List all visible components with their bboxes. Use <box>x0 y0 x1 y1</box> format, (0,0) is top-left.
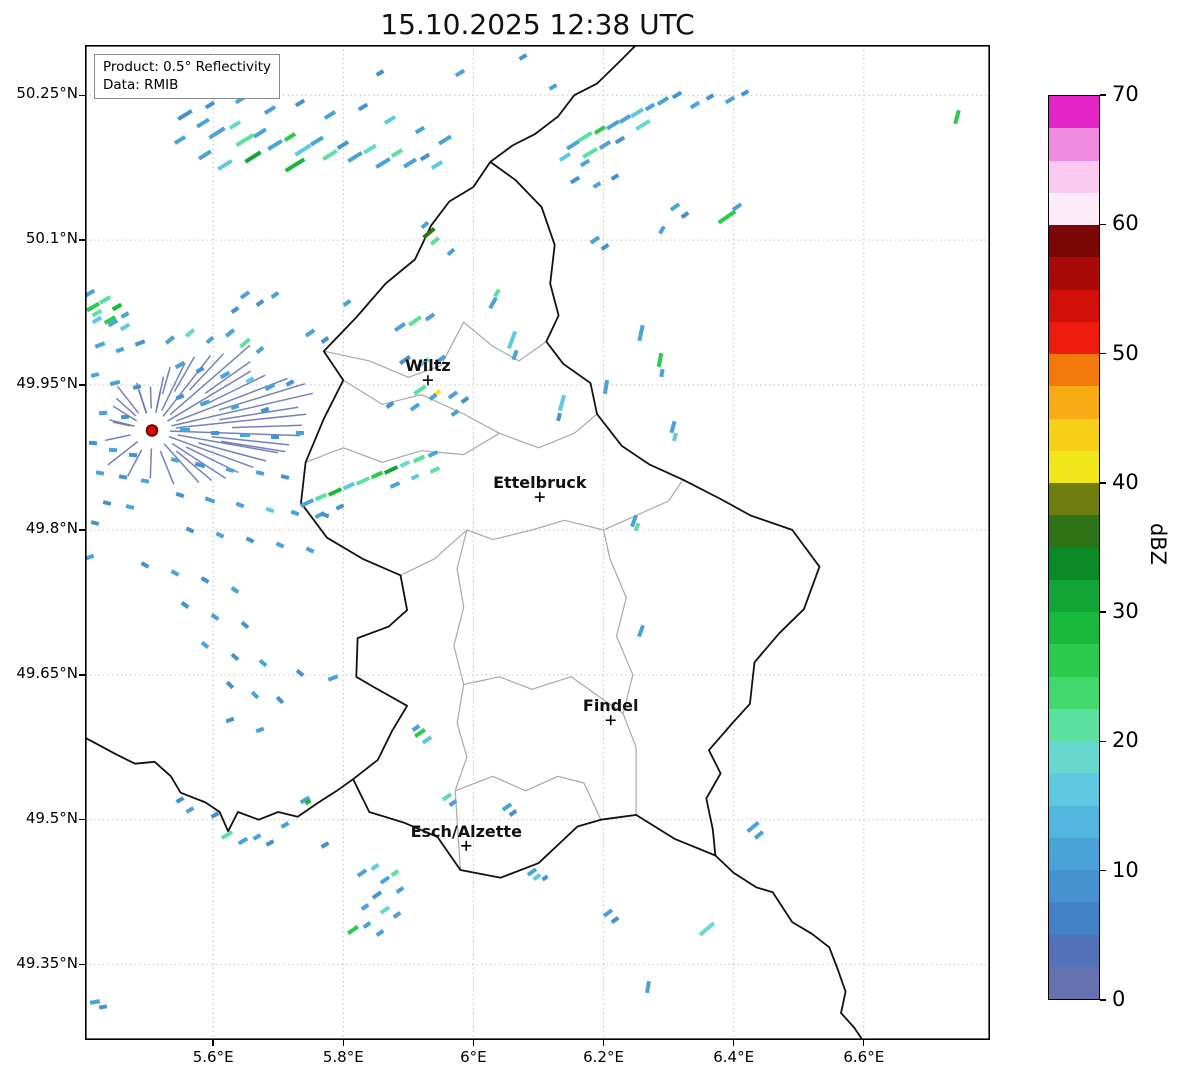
colorbar-segment <box>1049 547 1099 580</box>
colorbar-segment <box>1049 386 1099 419</box>
colorbar-tick-mark <box>1100 482 1106 484</box>
colorbar-tick-mark <box>1100 94 1106 96</box>
colorbar-tick-mark <box>1100 870 1106 872</box>
x-axis-tick-mark <box>863 1040 865 1046</box>
figure-title: 15.10.2025 12:38 UTC <box>380 8 695 41</box>
y-axis-tick-mark <box>79 239 85 241</box>
colorbar-tick-label: 70 <box>1112 82 1139 106</box>
colorbar-segment <box>1049 257 1099 290</box>
colorbar-tick-label: 50 <box>1112 340 1139 365</box>
colorbar-segment <box>1049 450 1099 483</box>
colorbar-tick-mark <box>1100 352 1106 355</box>
grid-lines <box>85 45 990 1040</box>
y-axis-tick-label: 49.35°N <box>16 953 78 972</box>
canton-borders <box>305 321 684 871</box>
y-axis-tick-label: 49.65°N <box>16 663 78 682</box>
colorbar-tick-label: 20 <box>1112 728 1139 753</box>
colorbar-segment <box>1049 579 1099 612</box>
colorbar-tick-label: 0 <box>1112 987 1126 1011</box>
y-axis-tick-mark <box>79 529 85 531</box>
y-axis-tick-mark <box>79 819 85 821</box>
colorbar-segment <box>1049 225 1099 258</box>
colorbar-segment <box>1049 902 1099 935</box>
city-cross-marker <box>534 492 545 503</box>
colorbar-unit-label: dBZ <box>1146 522 1170 566</box>
colorbar-tick-mark <box>1100 611 1106 613</box>
colorbar <box>1048 95 1100 1000</box>
colorbar-segment <box>1049 192 1099 225</box>
colorbar-segment <box>1049 644 1099 677</box>
colorbar-segment <box>1049 160 1099 193</box>
colorbar-segment <box>1049 805 1099 838</box>
city-label: Esch/Alzette <box>411 822 522 841</box>
colorbar-segment <box>1049 676 1099 709</box>
colorbar-segment <box>1049 870 1099 903</box>
x-axis-tick-label: 6.2°E <box>583 1048 624 1066</box>
product-info-box: Product: 0.5° Reflectivity Data: RMIB <box>94 54 280 100</box>
colorbar-segment <box>1049 321 1099 354</box>
radar-map-canvas: Wiltz Ettelbruck Findel Esch/Alzette <box>85 45 990 1040</box>
x-axis-tick-mark <box>342 1040 344 1046</box>
colorbar-tick-label: 40 <box>1112 469 1139 494</box>
plot-frame <box>85 45 990 1040</box>
colorbar-tick-mark <box>1100 999 1106 1001</box>
x-axis-tick-label: 5.6°E <box>192 1048 234 1066</box>
y-axis-tick-label: 49.5°N <box>25 808 78 827</box>
radar-echoes <box>85 53 961 1010</box>
city-cross-marker <box>422 375 433 386</box>
colorbar-segment <box>1049 354 1099 387</box>
colorbar-tick-label: 60 <box>1112 211 1139 236</box>
x-axis-tick-mark <box>212 1040 214 1046</box>
radar-clutter-spokes <box>104 344 313 485</box>
colorbar-tick-mark <box>1100 223 1106 225</box>
product-info-line: Product: 0.5° Reflectivity <box>103 59 271 75</box>
colorbar-segment <box>1049 289 1099 322</box>
x-axis-tick-mark <box>472 1040 475 1046</box>
x-axis-tick-label: 6.6°E <box>843 1048 885 1066</box>
y-axis-tick-mark <box>79 674 85 676</box>
city-markers: Wiltz Ettelbruck Findel Esch/Alzette <box>405 356 638 851</box>
city-cross-marker <box>605 715 616 726</box>
country-borders <box>85 45 864 1040</box>
y-axis-tick-mark <box>79 963 85 966</box>
colorbar-segment <box>1049 708 1099 741</box>
x-axis-tick-label: 6°E <box>460 1048 487 1066</box>
y-axis-tick-label: 50.25°N <box>16 84 78 103</box>
colorbar-segment <box>1049 418 1099 451</box>
y-axis-tick-label: 50.1°N <box>25 229 78 248</box>
x-axis-tick-mark <box>732 1040 735 1046</box>
radar-site-marker <box>145 424 159 437</box>
colorbar-segment <box>1049 515 1099 548</box>
y-axis-tick-mark <box>79 384 85 386</box>
city-label: Ettelbruck <box>493 473 587 492</box>
x-axis-tick-mark <box>602 1040 605 1046</box>
colorbar-segment <box>1049 837 1099 870</box>
x-axis-tick-label: 6.4°E <box>713 1048 755 1066</box>
x-axis-tick-label: 5.8°E <box>322 1048 364 1066</box>
city-label: Findel <box>583 696 639 715</box>
colorbar-segment <box>1049 966 1099 999</box>
city-cross-marker <box>461 840 472 851</box>
colorbar-tick-mark <box>1100 740 1106 743</box>
colorbar-segment <box>1049 96 1099 129</box>
colorbar-tick-label: 30 <box>1112 599 1139 624</box>
colorbar-segment <box>1049 128 1099 161</box>
colorbar-segment <box>1049 483 1099 516</box>
colorbar-tick-label: 10 <box>1112 857 1139 882</box>
colorbar-segment <box>1049 773 1099 806</box>
colorbar-segments <box>1049 96 1099 999</box>
y-axis-tick-label: 49.8°N <box>25 518 78 537</box>
colorbar-segment <box>1049 934 1099 967</box>
map-plot-area: Wiltz Ettelbruck Findel Esch/Alzette Produc… <box>85 45 990 1040</box>
y-axis-tick-label: 49.95°N <box>16 374 78 393</box>
colorbar-segment <box>1049 612 1099 645</box>
y-axis-tick-mark <box>79 94 85 96</box>
colorbar-segment <box>1049 741 1099 774</box>
data-source-line: Data: RMIB <box>103 77 179 94</box>
city-label: Wiltz <box>405 356 451 375</box>
